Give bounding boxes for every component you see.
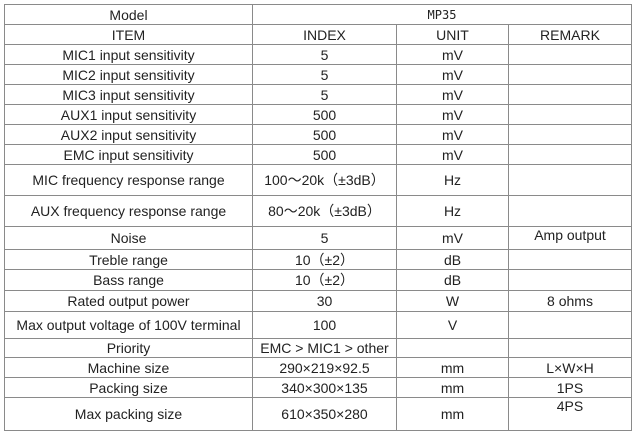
cell: 100～20k（±3dB） (252, 164, 397, 196)
cell: dB (396, 269, 509, 291)
cell: Treble range (4, 249, 253, 270)
header-row: ITEM INDEX UNIT REMARK (4, 24, 632, 45)
spec-row: MIC1 input sensitivity 5 mV (4, 44, 632, 65)
spec-row: AUX2 input sensitivity 500 mV (4, 124, 632, 145)
empty-cell (508, 311, 632, 339)
cell: mV (396, 84, 509, 105)
empty-cell (508, 144, 632, 165)
empty-cell (508, 124, 632, 145)
cell: 10（±2） (252, 249, 397, 270)
cell: Hz (396, 164, 509, 196)
spec-row: Bass range 10（±2） dB (4, 269, 632, 291)
spec-row: MIC3 input sensitivity 5 mV (4, 84, 632, 105)
cell: Machine size (4, 357, 253, 378)
cell: MIC frequency response range (4, 164, 253, 196)
cell: Amp output (508, 226, 632, 250)
model-label: Model (4, 4, 253, 25)
cell: AUX frequency response range (4, 195, 253, 227)
cell: mV (396, 104, 509, 125)
empty-cell (508, 269, 632, 291)
spec-row: AUX frequency response range 80～20k（±3dB）… (4, 195, 632, 227)
column-header: UNIT (396, 24, 509, 45)
empty-cell (508, 164, 632, 196)
cell: 1PS (508, 377, 632, 398)
cell: L×W×H (508, 357, 632, 378)
cell: 10（±2） (252, 269, 397, 291)
cell: 4PS (508, 397, 632, 431)
cell: EMC input sensitivity (4, 144, 253, 165)
cell: V (396, 311, 509, 339)
spec-row: Machine size 290×219×92.5 mm L×W×H (4, 357, 632, 378)
cell: Bass range (4, 269, 253, 291)
spec-row: MIC frequency response range 100～20k（±3dB… (4, 164, 632, 196)
spec-table: Model MP35 ITEM INDEX UNIT REMARK MIC1 input… (4, 4, 632, 431)
cell: dB (396, 249, 509, 270)
spec-row: AUX1 input sensitivity 500 mV (4, 104, 632, 125)
cell: 30 (252, 290, 397, 312)
cell: mV (396, 144, 509, 165)
cell: Priority (4, 338, 253, 358)
empty-cell (508, 64, 632, 85)
cell: EMC > MIC1 > other (252, 338, 397, 358)
spec-row: Noise 5 mV Amp output (4, 226, 632, 250)
cell: MIC3 input sensitivity (4, 84, 253, 105)
empty-cell (508, 195, 632, 227)
cell: 5 (252, 44, 397, 65)
spec-row: Rated output power 30 W 8 ohms (4, 290, 632, 312)
spec-row: Priority EMC > MIC1 > other (4, 338, 632, 358)
cell: 80～20k（±3dB） (252, 195, 397, 227)
spec-row: MIC2 input sensitivity 5 mV (4, 64, 632, 85)
empty-cell (396, 338, 509, 358)
cell: 340×300×135 (252, 377, 397, 398)
cell: 500 (252, 144, 397, 165)
cell: W (396, 290, 509, 312)
cell: 100 (252, 311, 397, 339)
spec-row: Treble range 10（±2） dB (4, 249, 632, 270)
empty-cell (508, 104, 632, 125)
cell: mm (396, 397, 509, 431)
cell: mV (396, 44, 509, 65)
empty-cell (508, 44, 632, 65)
cell: 5 (252, 226, 397, 250)
cell: MIC1 input sensitivity (4, 44, 253, 65)
cell: Packing size (4, 377, 253, 398)
spec-row: Packing size 340×300×135 mm 1PS (4, 377, 632, 398)
cell: 500 (252, 104, 397, 125)
cell: 8 ohms (508, 290, 632, 312)
cell: mV (396, 124, 509, 145)
cell: 500 (252, 124, 397, 145)
cell: 610×350×280 (252, 397, 397, 431)
cell: mm (396, 357, 509, 378)
model-row: Model MP35 (4, 4, 632, 25)
empty-cell (508, 249, 632, 270)
cell: Rated output power (4, 290, 253, 312)
cell: 5 (252, 84, 397, 105)
empty-cell (508, 84, 632, 105)
spec-row: EMC input sensitivity 500 mV (4, 144, 632, 165)
cell: 5 (252, 64, 397, 85)
cell: mm (396, 377, 509, 398)
spec-sheet: Model MP35 ITEM INDEX UNIT REMARK MIC1 input… (4, 4, 632, 431)
cell: mV (396, 226, 509, 250)
column-header: ITEM (4, 24, 253, 45)
cell: 290×219×92.5 (252, 357, 397, 378)
cell: mV (396, 64, 509, 85)
spec-row: Max output voltage of 100V terminal 100 V (4, 311, 632, 339)
column-header: INDEX (252, 24, 397, 45)
cell: Hz (396, 195, 509, 227)
cell: Noise (4, 226, 253, 250)
cell: MIC2 input sensitivity (4, 64, 253, 85)
cell: AUX1 input sensitivity (4, 104, 253, 125)
spec-row: Max packing size 610×350×280 mm 4PS (4, 397, 632, 431)
cell: Max packing size (4, 397, 253, 431)
model-value: MP35 (252, 4, 632, 25)
cell: AUX2 input sensitivity (4, 124, 253, 145)
empty-cell (508, 338, 632, 358)
column-header: REMARK (508, 24, 632, 45)
cell: Max output voltage of 100V terminal (4, 311, 253, 339)
